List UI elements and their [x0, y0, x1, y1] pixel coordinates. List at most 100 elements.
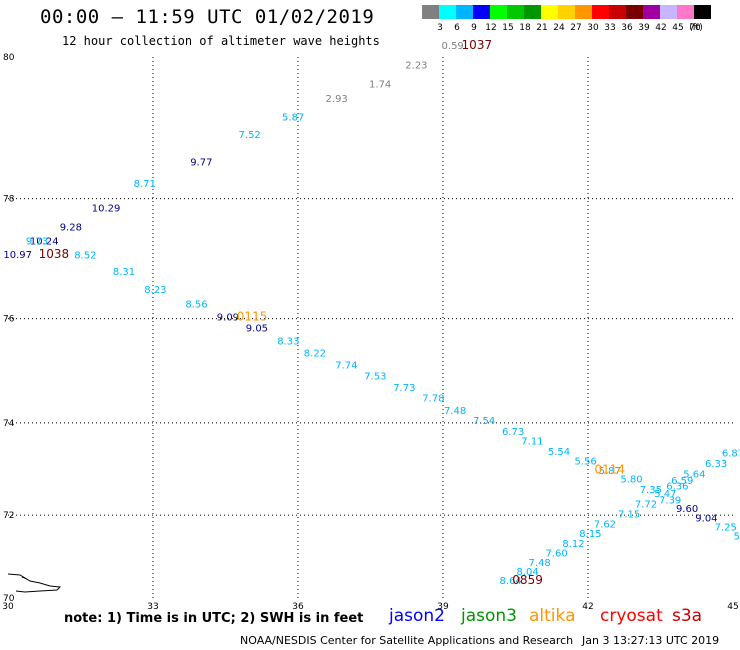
- footer-source: NOAA/NESDIS Center for Satellite Applica…: [240, 634, 574, 647]
- wave-height-value: 7.54: [473, 416, 495, 427]
- wave-height-value: 10.97: [3, 250, 32, 261]
- wave-height-value: 6.59: [671, 476, 693, 487]
- y-tick-label: 78: [3, 195, 15, 205]
- chart-note: note: 1) Time is in UTC; 2) SWH is in fe…: [64, 611, 364, 626]
- x-tick-label: 42: [582, 602, 593, 612]
- wave-height-value: 0.59: [442, 41, 464, 52]
- wave-height-value: 5: [734, 532, 740, 543]
- footer-timestamp: Jan 3 13:27:13 UTC 2019: [582, 634, 720, 647]
- colorbar-label: 9: [471, 23, 477, 33]
- wave-height-value: 8.12: [562, 539, 584, 550]
- legend-jason3: jason3: [461, 606, 517, 626]
- wave-height-value: 7.74: [335, 360, 357, 371]
- wave-height-value: 9.05: [246, 323, 268, 334]
- wave-height-value: 9.77: [190, 158, 212, 169]
- wave-height-value: 5.47: [654, 489, 676, 500]
- wave-height-value: 8.64: [500, 576, 522, 587]
- wave-height-value: 6.73: [502, 427, 524, 438]
- wave-height-value: 2.23: [405, 61, 427, 72]
- wave-height-value: 5.80: [620, 475, 642, 486]
- colorbar-swatch: [507, 5, 524, 19]
- colorbar-label: 36: [621, 23, 633, 33]
- wave-height-value: 8.52: [74, 250, 96, 261]
- x-tick-label: 33: [147, 602, 158, 612]
- x-tick-label: 45: [727, 602, 738, 612]
- colorbar-swatch: [541, 5, 558, 19]
- wave-height-value: 7.25: [715, 523, 737, 534]
- wave-height-value: 5.54: [548, 447, 570, 458]
- coastline-shape: [7, 573, 62, 593]
- y-tick-label: 72: [3, 511, 14, 521]
- wave-height-value: 7.48: [444, 406, 466, 417]
- wave-height-value: 7.39: [659, 495, 681, 506]
- colorbar-swatch: [660, 5, 677, 19]
- wave-height-value: 1.74: [369, 79, 391, 90]
- pass-time-label: 0859: [512, 573, 543, 587]
- wave-height-value: 7.62: [594, 519, 616, 530]
- wave-height-value: 7.73: [393, 383, 415, 394]
- colorbar-label: 3: [437, 23, 443, 33]
- pass-time-label: 0115: [237, 309, 268, 323]
- colorbar-units: (ft): [689, 23, 703, 33]
- colorbar-label: 30: [587, 23, 599, 33]
- y-tick-label: 74: [3, 419, 15, 429]
- colorbar-swatch: [626, 5, 643, 19]
- colorbar-swatch: [694, 5, 711, 19]
- colorbar-label: 33: [604, 23, 616, 33]
- y-tick-label: 70: [3, 594, 15, 604]
- x-tick-label: 30: [2, 602, 14, 612]
- colorbar-swatch: [524, 5, 541, 19]
- wave-height-value: 9.09: [217, 312, 239, 323]
- wave-height-value: 7.11: [521, 437, 543, 448]
- wave-height-value: 7.35: [640, 485, 662, 496]
- colorbar-swatch: [422, 5, 439, 19]
- pass-time-label: 1038: [39, 247, 70, 261]
- x-tick-label: 36: [292, 602, 304, 612]
- chart-subtitle: 12 hour collection of altimeter wave hei…: [62, 34, 380, 48]
- legend-s3a: s3a: [672, 606, 703, 626]
- colorbar-swatch: [575, 5, 592, 19]
- colorbar-label: 6: [454, 23, 460, 33]
- wave-height-value: 8.15: [579, 529, 601, 540]
- wave-height-value: 9.60: [676, 504, 698, 515]
- wave-height-value: 9.73: [26, 237, 48, 248]
- wave-height-value: 5.56: [574, 456, 596, 467]
- colorbar-label: 42: [655, 23, 667, 33]
- wave-height-value: 9.28: [60, 222, 82, 233]
- colorbar-label: 39: [638, 23, 650, 33]
- colorbar-swatch: [439, 5, 456, 19]
- wave-height-value: 10.24: [30, 237, 59, 248]
- pass-time-label: 0114: [594, 463, 625, 477]
- wave-height-value: 5.87: [282, 112, 304, 123]
- wave-height-value: 5.87: [599, 466, 621, 477]
- legend-jason2: jason2: [389, 606, 445, 626]
- legend-cryosat: cryosat: [600, 606, 663, 626]
- wave-height-value: 7.53: [364, 372, 386, 383]
- chart-title: 00:00 – 11:59 UTC 01/02/2019: [40, 6, 375, 28]
- colorbar-label: 45: [672, 23, 684, 33]
- wave-height-value: 8.71: [134, 179, 156, 190]
- wave-height-value: 7.48: [529, 558, 551, 569]
- legend-altika: altika: [529, 606, 576, 626]
- wave-height-value: 6.33: [705, 459, 727, 470]
- colorbar-label: 24: [553, 23, 565, 33]
- colorbar-label: 21: [536, 23, 548, 33]
- y-tick-label: 76: [3, 315, 15, 325]
- pass-time-label: 1037: [462, 38, 493, 52]
- colorbar-label: 70: [689, 23, 701, 33]
- wave-height-value: 6.87: [722, 448, 740, 459]
- colorbar-swatch: [643, 5, 660, 19]
- colorbar-swatch: [592, 5, 609, 19]
- wave-height-value: 8.31: [113, 267, 135, 278]
- wave-height-value: 8.04: [516, 567, 538, 578]
- wave-height-value: 7.15: [618, 509, 640, 520]
- colorbar-swatch: [490, 5, 507, 19]
- wave-height-value: 8.23: [144, 285, 166, 296]
- colorbar-label: 18: [519, 23, 531, 33]
- wave-height-value: 9.04: [695, 514, 717, 525]
- colorbar-swatch: [558, 5, 575, 19]
- colorbar-swatch: [456, 5, 473, 19]
- colorbar-swatch: [677, 5, 694, 19]
- colorbar-swatch: [609, 5, 626, 19]
